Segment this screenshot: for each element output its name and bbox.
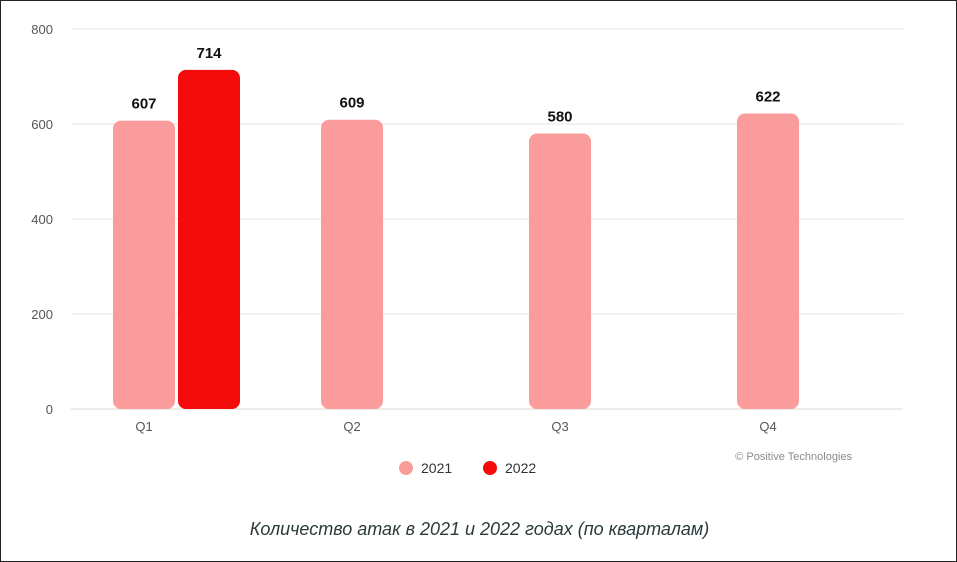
chart-caption: Количество атак в 2021 и 2022 годах (по … [249, 519, 710, 539]
legend-marker [483, 461, 497, 475]
legend-marker [399, 461, 413, 475]
data-label: 622 [755, 89, 780, 106]
bar-2022-q1 [178, 69, 240, 409]
x-tick-label: Q4 [759, 419, 776, 434]
data-label: 714 [196, 45, 222, 62]
legend-label: 2021 [421, 460, 452, 476]
data-label: 580 [547, 109, 572, 126]
y-tick-label: 600 [31, 117, 53, 132]
y-tick-label: 800 [31, 22, 53, 37]
bar-2021-q2 [321, 119, 383, 409]
legend-label: 2022 [505, 460, 536, 476]
bar-2021-q3 [529, 133, 591, 409]
y-tick-label: 0 [46, 402, 53, 417]
watermark-text: © Positive Technologies [735, 451, 852, 463]
y-tick-label: 200 [31, 307, 53, 322]
data-label: 609 [339, 95, 364, 112]
y-tick-label: 400 [31, 212, 53, 227]
data-label: 607 [131, 96, 156, 113]
x-tick-label: Q1 [135, 419, 152, 434]
bar-2021-q4 [737, 113, 799, 410]
bar-2021-q1 [113, 120, 175, 410]
x-tick-label: Q3 [551, 419, 568, 434]
x-tick-label: Q2 [343, 419, 360, 434]
